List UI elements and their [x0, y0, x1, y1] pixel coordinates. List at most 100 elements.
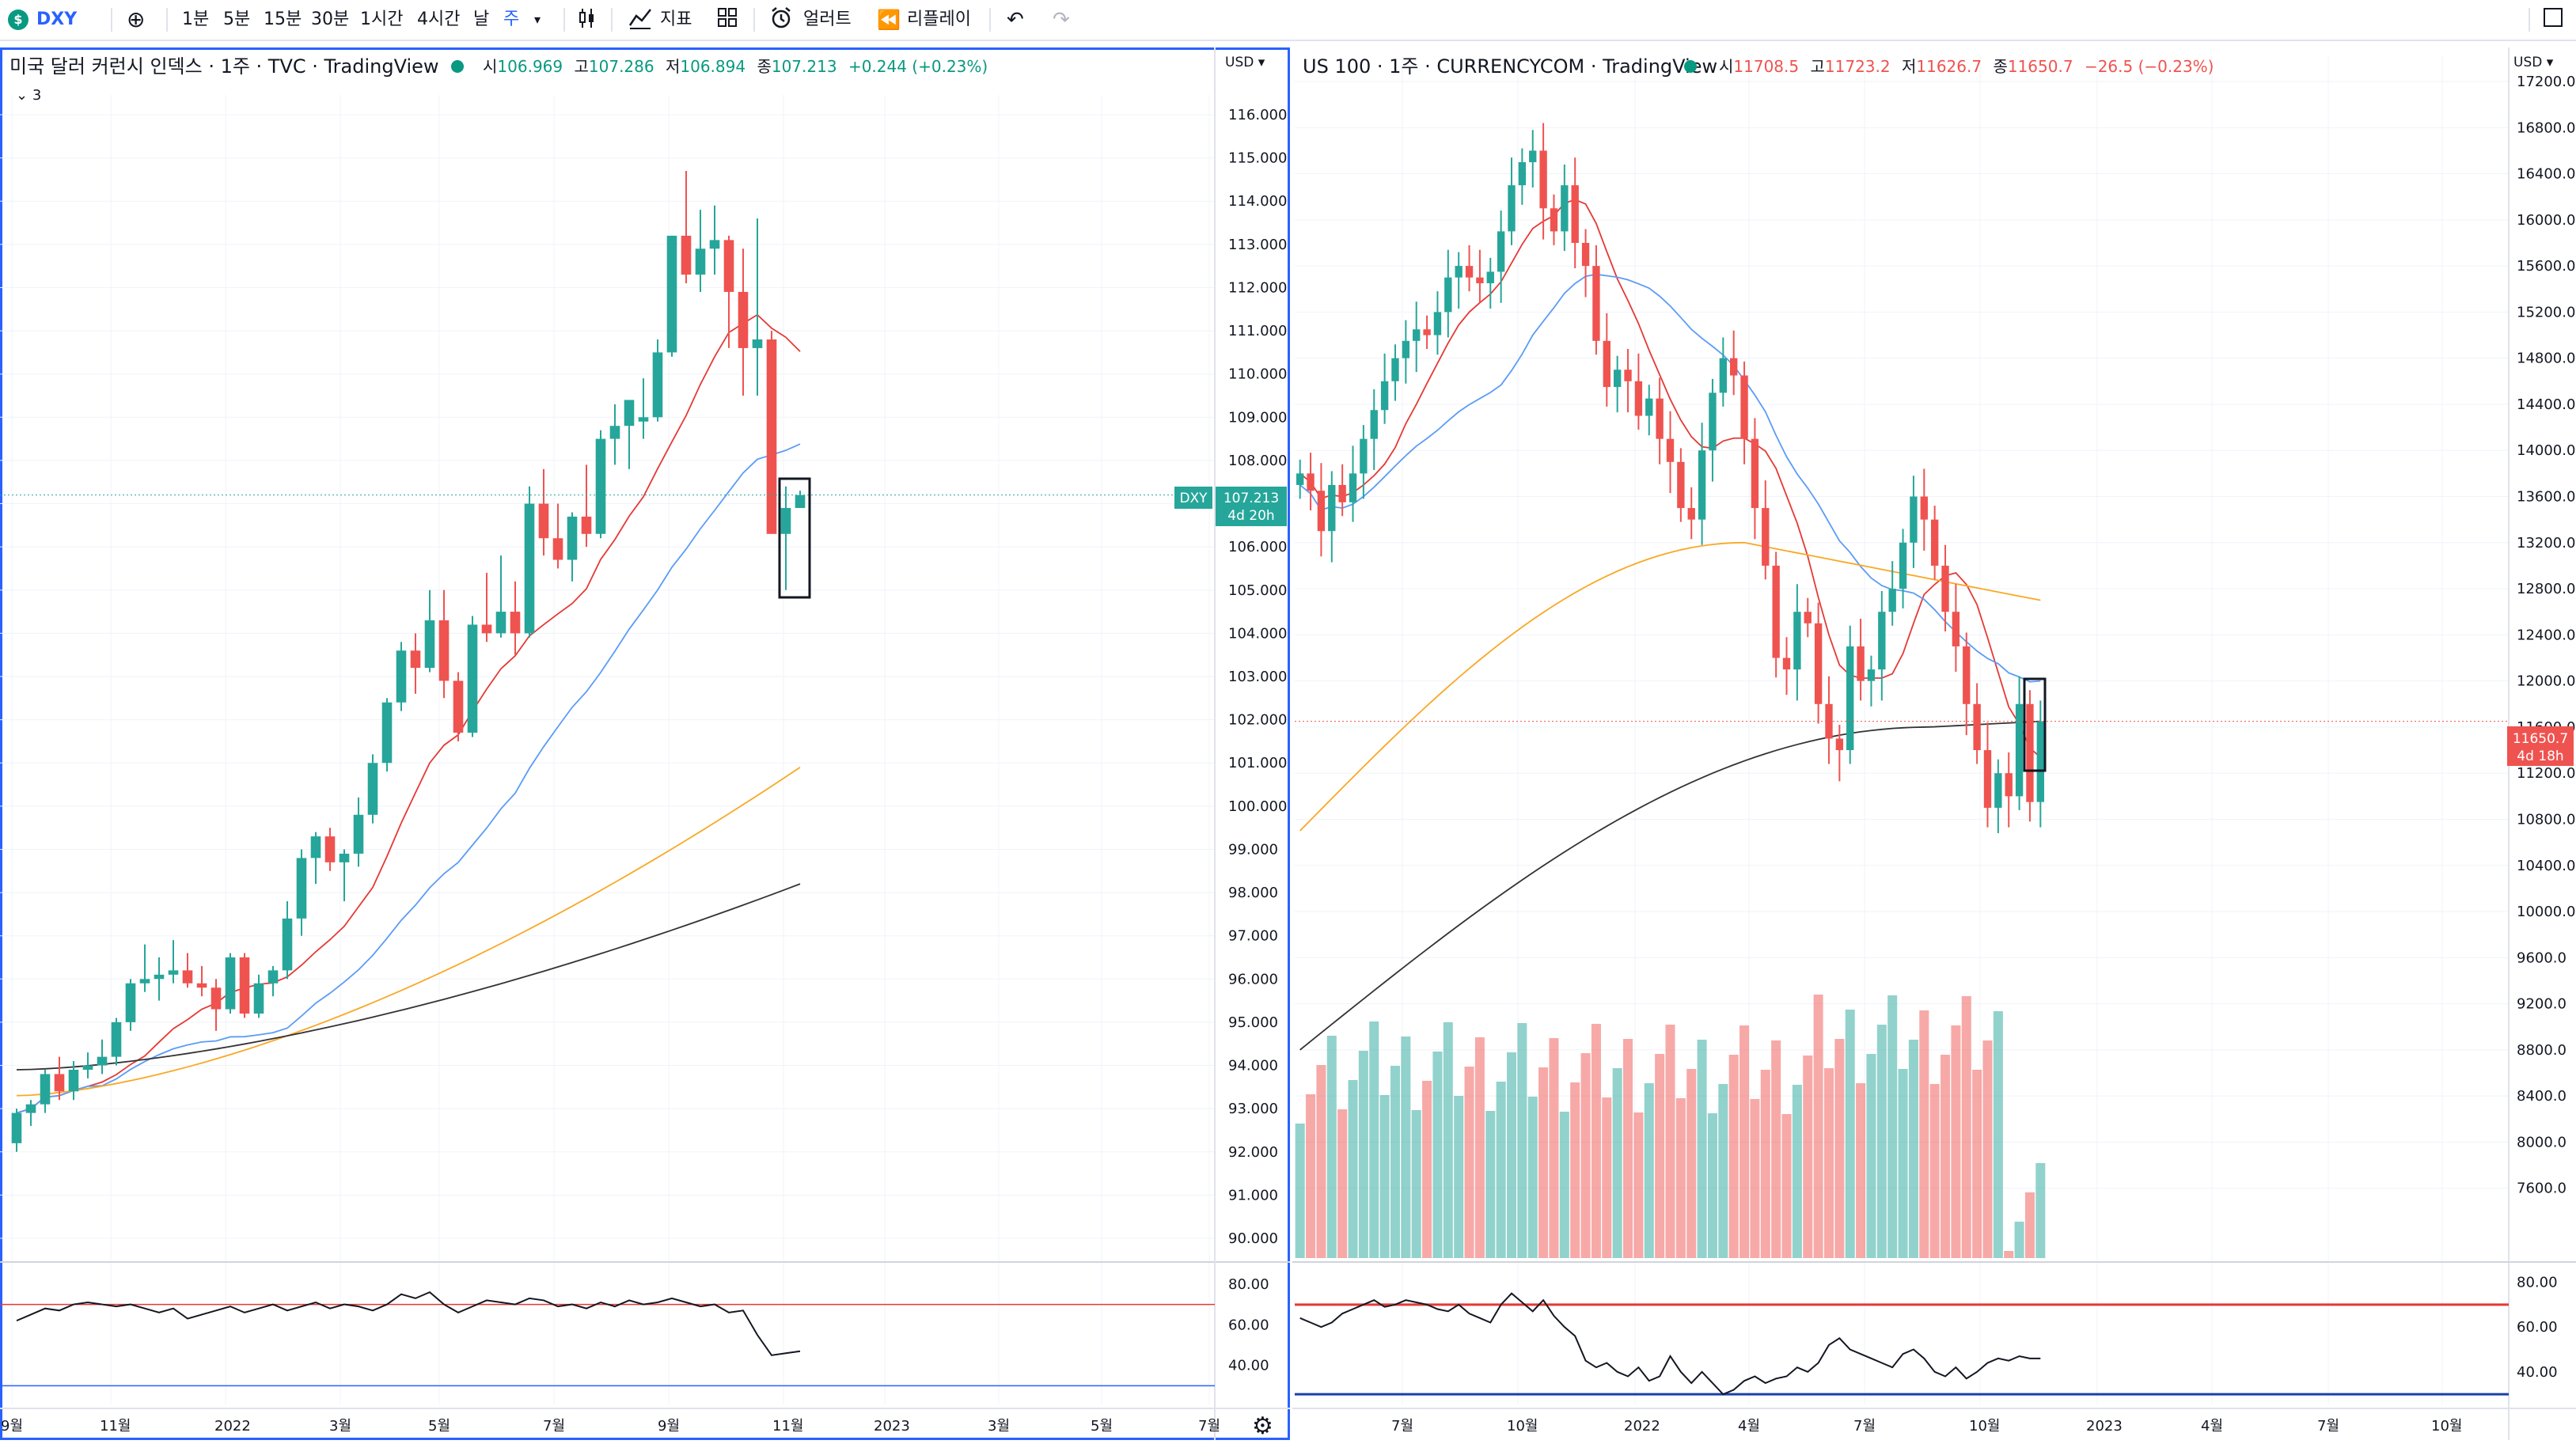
candle-body [324, 836, 336, 862]
candle-body [1687, 508, 1695, 520]
volume-bar [1951, 1025, 1961, 1258]
undo-icon[interactable]: ↶ [1007, 8, 1024, 32]
volume-bar [1771, 1040, 1781, 1258]
compare-add-icon[interactable]: ⊕ [127, 6, 146, 32]
gear-icon[interactable]: ⚙ [1252, 1412, 1273, 1440]
price-tick-label: 115.000 [1228, 150, 1287, 167]
interval-week[interactable]: 주 [503, 9, 520, 29]
replay-button[interactable]: 리플레이 [907, 9, 971, 29]
redo-icon[interactable]: ↷ [1053, 8, 1070, 32]
rsi-line [1299, 1292, 2041, 1396]
left-currency-label[interactable]: USD ▾ [1225, 55, 1265, 70]
left-ohlc: 시106.969 고107.286 저106.894 종107.213 +0.2… [483, 57, 988, 76]
right-price-axis[interactable]: 17200.0 16800.0 16400.0 16000.0 15600.0 15200… [2517, 74, 2575, 1197]
candle-body [1433, 312, 1442, 335]
left-chart-pane-frame[interactable] [0, 47, 1290, 1440]
volume-bar [1401, 1037, 1411, 1258]
price-tick-label: 105.000 [1228, 582, 1287, 599]
price-tick-label: 90.000 [1228, 1230, 1278, 1247]
left-time-axis[interactable]: 9월 11월 2022 3월 5월 7월 9월 11월 2023 3월 5월 7월 [1, 1418, 1220, 1435]
candle-body [567, 516, 578, 560]
alert-button[interactable]: 얼러트 [803, 9, 852, 29]
right-currency-label[interactable]: USD ▾ [2513, 55, 2554, 70]
interval-1m[interactable]: 1분 [182, 9, 210, 29]
candle-body [1878, 612, 1886, 670]
candle-body [752, 339, 763, 348]
rewind-icon[interactable]: ⏪ [877, 9, 901, 31]
time-tick-label: 2023 [2086, 1418, 2123, 1435]
price-tick-label: 17200.0 [2517, 74, 2575, 90]
time-tick-label: 10월 [1507, 1418, 1538, 1435]
candle-body [1656, 398, 1664, 439]
ma-black-line [1299, 720, 2041, 1051]
interval-4h[interactable]: 4시간 [417, 9, 461, 29]
volume-bar [1876, 1025, 1887, 1258]
candle-body [1698, 450, 1706, 520]
candle-body [638, 417, 649, 422]
volume-bar [1538, 1067, 1549, 1258]
collapse-indicators-button[interactable]: ⌄ 3 [16, 87, 41, 104]
price-tick-label: 111.000 [1228, 323, 1287, 339]
highlight-box [2023, 677, 2047, 772]
candle-body [239, 957, 250, 1014]
alarm-clock-icon[interactable] [769, 6, 793, 33]
price-tick-label: 8800.0 [2517, 1042, 2567, 1059]
interval-5m[interactable]: 5분 [223, 9, 251, 29]
volume-bar [1527, 1097, 1538, 1258]
left-symbol-tag [1174, 487, 1212, 509]
interval-30m[interactable]: 30분 [311, 9, 350, 29]
interval-15m[interactable]: 15분 [264, 9, 302, 29]
candle-body [1666, 438, 1675, 462]
candle-body [68, 1070, 79, 1092]
price-tick-label: 95.000 [1228, 1014, 1278, 1031]
candle-body [1772, 565, 1780, 658]
price-tick-label: 10400.0 [2517, 858, 2575, 874]
candle-body [552, 538, 563, 560]
left-rsi-pane: 80.00 60.00 40.00 [0, 1276, 1269, 1387]
time-tick-label: 2022 [214, 1418, 251, 1435]
candle-body [196, 983, 207, 988]
volume-bar [2004, 1251, 2014, 1258]
candle-body [666, 235, 677, 353]
candlestick-icon[interactable] [578, 6, 597, 33]
price-tick-label: 10800.0 [2517, 811, 2575, 828]
volume-bar [1379, 1095, 1390, 1258]
indicators-icon[interactable] [628, 6, 652, 33]
candle-body [1634, 381, 1643, 416]
price-tick-label: 100.000 [1228, 798, 1287, 815]
right-time-axis[interactable]: 7월 10월 2022 4월 7월 10월 2023 4월 7월 10월 [1391, 1418, 2462, 1435]
candle-body [1994, 773, 2002, 808]
volume-bar [1823, 1068, 1834, 1258]
price-tick-label: 9200.0 [2517, 996, 2567, 1013]
candle-body [1529, 150, 1537, 162]
interval-day[interactable]: 날 [473, 9, 490, 29]
layout-grid-icon[interactable] [716, 6, 738, 33]
left-price-tag-price: 107.213 [1224, 491, 1279, 506]
candle-body [253, 983, 264, 1014]
left-price-axis[interactable]: 116.000 115.000 114.000 113.000 112.000 111.0… [1228, 107, 1287, 1247]
candle-body [510, 612, 521, 634]
candle-body [1380, 381, 1389, 411]
candle-body [1444, 277, 1452, 313]
volume-bar [1549, 1038, 1559, 1258]
candle-body [11, 1112, 22, 1143]
candle-body [1413, 329, 1421, 341]
time-tick-label: 2022 [1624, 1418, 1660, 1435]
candle-body [1983, 750, 1992, 808]
candle-body [538, 503, 549, 539]
price-tick-label: 16000.0 [2517, 212, 2575, 229]
candle-body [1518, 161, 1527, 186]
candle-body [609, 426, 620, 439]
volume-bar [1559, 1112, 1569, 1258]
candle-body [1762, 508, 1770, 566]
symbol-search-button[interactable]: DXY [36, 9, 78, 29]
volume-bar [1454, 1096, 1464, 1258]
fullscreen-icon[interactable] [2542, 6, 2564, 33]
interval-1h[interactable]: 1시간 [360, 9, 404, 29]
volume-bar [1718, 1084, 1728, 1258]
rsi-tick-label: 40.00 [2517, 1364, 2558, 1381]
candle-body [1751, 438, 1759, 509]
chevron-down-icon[interactable]: ▾ [534, 12, 541, 27]
indicators-button[interactable]: 지표 [660, 9, 692, 29]
